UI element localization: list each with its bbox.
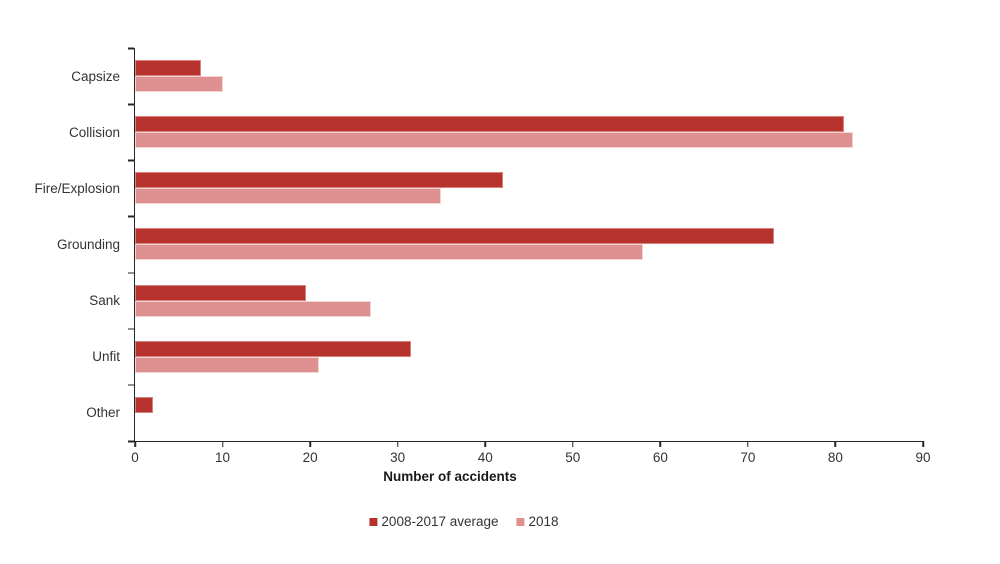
bar-series-1 [135,76,223,93]
category-label: Unfit [92,349,120,365]
category-band [135,273,923,329]
category-band [135,216,923,272]
category-label: Other [86,405,120,421]
x-axis-tick [484,441,486,447]
category-label: Fire/Explosion [34,180,120,196]
legend-swatch-icon [516,517,525,526]
bar-series-0 [135,60,201,77]
y-axis-tick [128,272,134,274]
category-label: Collision [68,124,120,140]
x-axis-tick-label: 50 [565,450,581,465]
x-axis-tick [309,441,311,447]
x-axis-tick [659,441,662,447]
x-axis-tick-label: 20 [302,450,318,465]
bar-series-1 [135,188,442,205]
bar-series-0 [135,228,775,245]
y-axis-tick [128,384,134,386]
x-axis-tick [396,441,399,447]
bar-series-0 [135,340,411,357]
x-axis-tick [922,441,924,447]
y-axis-tick [128,328,134,330]
bar-series-1 [135,356,319,373]
x-axis-tick-label: 10 [215,450,231,465]
category-label: Capsize [71,68,120,84]
bar-series-1 [135,132,853,149]
legend-item: 2018 [516,514,559,529]
x-axis-title: Number of accidents [383,469,517,484]
category-band [135,160,923,216]
x-axis-tick-label: 70 [740,450,756,465]
category-band [135,329,923,385]
category-band [135,48,923,104]
bar-series-0 [135,284,306,301]
bar-series-0 [135,116,845,133]
x-axis-tick [834,441,837,447]
y-axis-tick [128,47,134,49]
x-axis-tick-label: 60 [652,450,668,465]
category-label: Sank [89,293,120,309]
y-axis-tick [128,215,134,218]
y-axis-category-labels: Capsize Collision Fire/Explosion Grounding S… [0,48,120,441]
legend-label: 2008-2017 average [381,514,499,529]
x-axis-tick [747,441,749,447]
x-axis-tick [572,441,574,447]
plot-area: 0 10 20 30 40 50 60 70 80 90 [128,47,931,465]
x-axis-tick [134,441,136,447]
x-axis-tick-label: 30 [390,450,406,465]
y-axis-tick [128,103,134,106]
legend: 2008-2017 average 2018 [369,514,559,529]
category-label: Grounding [56,236,120,252]
x-axis-tick-label: 80 [827,450,843,465]
bar-series-0 [135,172,503,189]
category-band [135,385,923,441]
bar-series-1 [135,244,643,261]
bar-series-0 [135,396,153,413]
y-axis-tick [128,440,134,442]
legend-item: 2008-2017 average [369,514,499,529]
x-axis-tick-label: 40 [477,450,493,465]
bar-series-1 [135,300,372,317]
legend-label: 2018 [528,514,559,529]
x-axis-tick-label: 0 [131,450,139,465]
y-axis-tick [128,159,134,162]
x-axis-tick [221,441,224,447]
category-band [135,104,923,160]
x-axis-tick-label: 90 [915,450,931,465]
legend-swatch-icon [369,517,378,526]
